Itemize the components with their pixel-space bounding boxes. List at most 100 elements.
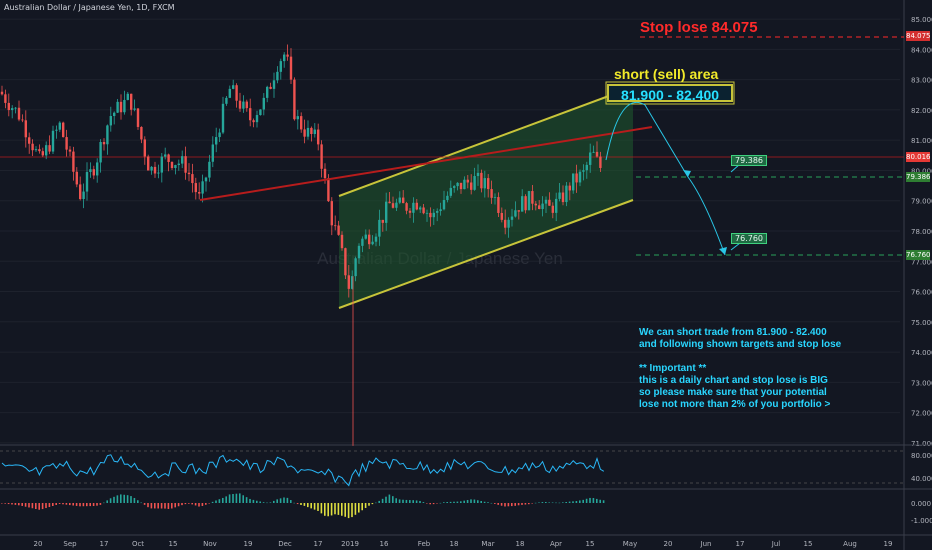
macd-bar	[589, 497, 591, 503]
macd-bar	[487, 502, 489, 503]
macd-bar	[48, 503, 51, 508]
candle-body	[106, 125, 109, 145]
candle-body	[266, 86, 269, 98]
price-tick-label: 77.000	[911, 258, 932, 266]
macd-bar	[381, 498, 384, 503]
candle-body	[48, 145, 51, 152]
candle-body	[419, 207, 422, 210]
macd-bar	[392, 496, 394, 503]
candle-body	[504, 219, 507, 228]
macd-bar	[62, 503, 64, 505]
symbol-title: Australian Dollar / Japanese Yen, 1D, FX…	[4, 3, 175, 12]
candle-body	[177, 163, 180, 166]
price-tag-stop: 84.075	[906, 31, 931, 41]
candle-body	[347, 275, 350, 289]
candle-body	[531, 191, 534, 204]
time-tick-label: Oct	[132, 540, 144, 548]
candle-body	[194, 183, 197, 193]
time-tick-label: Nov	[203, 540, 217, 548]
macd-bar	[96, 503, 98, 506]
candle-body	[402, 197, 405, 204]
candle-body	[11, 108, 14, 111]
candle-body	[436, 211, 439, 213]
macd-bar	[293, 502, 295, 504]
candle-body	[191, 174, 194, 184]
candle-body	[228, 88, 231, 98]
macd-bar	[245, 497, 248, 503]
target1-label: 79.386	[731, 155, 767, 166]
arrow-head	[719, 247, 727, 255]
time-tick-label: 15	[169, 540, 178, 548]
candle-body	[459, 182, 463, 190]
price-tick-label: 84.000	[911, 46, 932, 54]
candle-body	[490, 189, 493, 198]
macd-bar	[239, 493, 241, 503]
macd-bar	[18, 503, 20, 506]
candle-body	[21, 119, 24, 121]
short-area-label: short (sell) area	[614, 66, 719, 82]
macd-bar	[460, 501, 462, 503]
candle-body	[204, 177, 208, 182]
candle-body	[541, 203, 544, 209]
macd-bar	[89, 503, 91, 507]
candle-body	[113, 112, 116, 117]
macd-bar	[58, 503, 61, 504]
candle-body	[381, 219, 384, 223]
macd-bar	[286, 497, 289, 503]
macd-bar	[225, 496, 227, 503]
candle-body	[446, 195, 449, 201]
candle-body	[480, 172, 483, 189]
time-tick-label: 17	[100, 540, 109, 548]
macd-bar	[324, 503, 326, 516]
macd-bar	[92, 503, 95, 507]
time-tick-label: Apr	[550, 540, 562, 548]
candle-body	[283, 54, 286, 62]
candle-body	[116, 101, 119, 113]
candle-body	[4, 94, 7, 103]
macd-bar	[69, 503, 71, 506]
candle-body	[92, 169, 95, 176]
candle-body	[344, 248, 347, 276]
candle-body	[551, 205, 554, 213]
candle-body	[449, 187, 452, 196]
macd-bar	[184, 503, 187, 505]
candle-body	[568, 185, 571, 191]
candle-body	[58, 122, 61, 130]
candle-body	[589, 152, 592, 165]
macd-bar	[310, 503, 312, 509]
candle-body	[388, 201, 391, 204]
candle-body	[249, 108, 252, 121]
candle-body	[276, 71, 279, 81]
channel-upper-line	[338, 86, 634, 197]
candle-body	[361, 238, 364, 246]
macd-bar	[45, 503, 47, 509]
note-line-2: and following shown targets and stop los…	[639, 339, 842, 350]
macd-bar	[354, 503, 357, 515]
candle-body	[585, 164, 588, 171]
macd-bar	[75, 503, 78, 506]
macd-bar	[137, 500, 139, 503]
note-line-6: so please make sure that your potential	[639, 387, 827, 398]
candle-body	[38, 149, 41, 152]
macd-bar	[307, 503, 309, 508]
candle-body	[255, 115, 259, 123]
price-tick-label: 83.000	[911, 77, 932, 85]
rsi-tick-label: 40.000	[911, 475, 932, 483]
candle-body	[296, 116, 299, 120]
macd-bar	[205, 503, 207, 505]
macd-bar	[344, 503, 346, 517]
price-tick-label: 81.000	[911, 137, 932, 145]
candle-body	[211, 144, 214, 162]
candle-body	[130, 93, 133, 110]
candle-body	[517, 210, 520, 212]
macd-bar	[514, 503, 516, 506]
candle-body	[232, 85, 235, 89]
macd-bar	[103, 502, 105, 504]
candle-body	[340, 234, 344, 249]
macd-bar	[215, 500, 217, 503]
macd-bar	[371, 503, 374, 505]
macd-bar	[494, 503, 496, 504]
macd-bar	[7, 503, 10, 505]
candle-body	[136, 108, 140, 127]
